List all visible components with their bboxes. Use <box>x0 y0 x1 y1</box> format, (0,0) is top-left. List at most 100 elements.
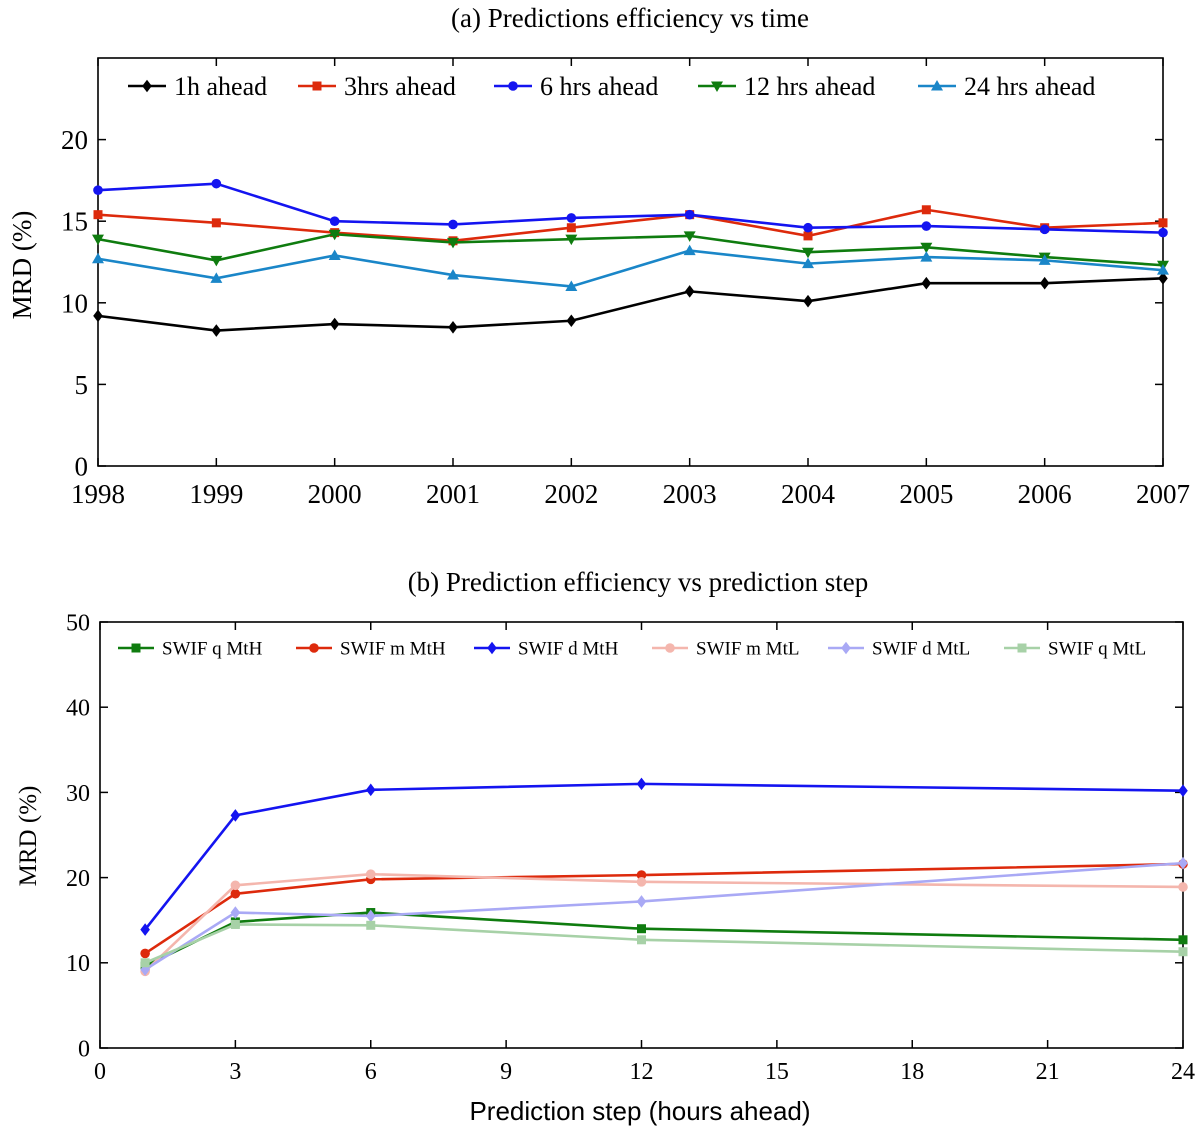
data-point <box>637 935 646 945</box>
x-tick-label: 2003 <box>663 479 717 509</box>
legend-item: 1h ahead <box>128 72 267 101</box>
data-point <box>637 924 646 934</box>
series-6-hrs-ahead <box>93 178 1168 238</box>
data-point <box>448 219 458 230</box>
data-point <box>1178 947 1188 957</box>
x-tick-label: 2007 <box>1136 479 1190 509</box>
series-swif-d-mth <box>140 777 1188 936</box>
data-point <box>140 923 150 936</box>
legend-label: SWIF q MtL <box>1048 639 1146 660</box>
chart-b-plot-frame <box>99 621 1184 1049</box>
data-point <box>328 229 341 241</box>
chart-a-y-axis-label: MRD (%) <box>7 211 37 320</box>
x-tick-label: 18 <box>900 1059 924 1085</box>
legend-item: SWIF q MtL <box>1004 639 1146 660</box>
data-point <box>1178 935 1188 945</box>
series-swif-q-mtl <box>140 919 1188 968</box>
y-tick-label: 20 <box>61 125 88 155</box>
data-point <box>1178 784 1188 797</box>
series-line <box>97 208 1164 243</box>
legend-label: SWIF d MtH <box>518 639 619 660</box>
legend-swatch-marker <box>312 81 322 91</box>
data-point <box>636 895 647 908</box>
data-point <box>684 285 695 298</box>
chart-a-ticks: 0 5 10 15 20 1998 1999 2000 2001 2002 2003 2004 2005… <box>61 58 1190 509</box>
data-point <box>329 216 340 226</box>
data-point <box>92 234 104 246</box>
chart-b-y-axis-label: MRD (%) <box>15 786 42 887</box>
series-line <box>144 782 1184 931</box>
y-tick-label: 10 <box>66 951 90 977</box>
legend-swatch-marker <box>142 79 152 93</box>
legend-item: SWIF m MtH <box>296 639 446 660</box>
x-tick-label: 6 <box>365 1059 377 1085</box>
legend-item: SWIF m MtL <box>652 639 799 660</box>
chart-a-legend: 1h ahead 3hrs ahead 6 hrs ahead 12 hrs ahea… <box>128 72 1095 101</box>
data-point <box>211 324 222 337</box>
x-tick-label: 21 <box>1036 1059 1060 1085</box>
legend-label: 24 hrs ahead <box>964 72 1095 101</box>
legend-swatch-marker <box>309 643 319 653</box>
series-line <box>97 232 1164 267</box>
data-point <box>802 257 814 269</box>
chart-a-series <box>92 178 1169 337</box>
x-tick-label: 2000 <box>308 479 362 509</box>
data-point <box>1157 264 1169 275</box>
data-point <box>683 244 696 256</box>
data-point <box>920 251 933 262</box>
data-point <box>803 231 813 241</box>
x-tick-label: 2005 <box>899 479 953 509</box>
data-point <box>93 185 103 195</box>
legend-item: 24 hrs ahead <box>918 72 1095 101</box>
legend-swatch-marker <box>1017 643 1027 653</box>
data-point <box>230 888 241 899</box>
y-tick-label: 0 <box>78 1036 90 1062</box>
chart-a: (a) Predictions efficiency vs time MRD (… <box>7 3 1190 509</box>
legend-swatch-marker <box>711 81 723 92</box>
data-point <box>329 317 340 331</box>
x-tick-label: 2006 <box>1018 479 1072 509</box>
data-point <box>1158 227 1168 238</box>
legend-label: SWIF m MtL <box>696 639 799 660</box>
x-tick-label: 15 <box>765 1059 789 1085</box>
legend-swatch-marker <box>487 641 497 655</box>
x-tick-label: 3 <box>229 1059 241 1085</box>
data-point <box>803 294 813 308</box>
y-tick-label: 0 <box>75 451 89 481</box>
data-point <box>93 210 103 220</box>
data-point <box>211 178 222 189</box>
data-point <box>1039 224 1050 235</box>
chart-a-plot-frame <box>97 57 1164 467</box>
data-point <box>684 209 695 220</box>
y-tick-label: 15 <box>61 207 88 237</box>
legend-swatch-marker <box>931 80 943 91</box>
chart-b-legend: SWIF q MtH SWIF m MtH SWIF d MtH SWIF m MtL… <box>118 639 1146 660</box>
data-point <box>230 919 240 929</box>
legend-swatch-marker <box>841 641 851 655</box>
data-point <box>920 242 933 254</box>
data-point <box>328 249 341 260</box>
data-point <box>210 272 223 283</box>
data-point <box>448 320 458 334</box>
data-point <box>565 280 578 291</box>
legend-item: SWIF d MtH <box>474 639 619 660</box>
data-point <box>92 252 104 264</box>
data-point <box>1178 856 1188 870</box>
series-line <box>97 249 1164 288</box>
legend-label: SWIF d MtL <box>872 639 970 660</box>
data-point <box>1038 254 1051 265</box>
data-point <box>1178 882 1188 892</box>
data-point <box>683 231 696 242</box>
data-point <box>230 906 241 919</box>
y-tick-label: 30 <box>66 781 90 807</box>
chart-a-title: (a) Predictions efficiency vs time <box>451 3 809 33</box>
chart-b-title: (b) Prediction efficiency vs prediction … <box>408 567 869 597</box>
data-point <box>921 221 932 231</box>
series-line <box>144 872 1184 973</box>
legend-item: SWIF q MtH <box>118 639 263 660</box>
legend-label: 1h ahead <box>174 72 267 101</box>
legend-swatch-marker <box>665 643 675 653</box>
data-point <box>230 880 241 891</box>
data-point <box>802 247 814 259</box>
